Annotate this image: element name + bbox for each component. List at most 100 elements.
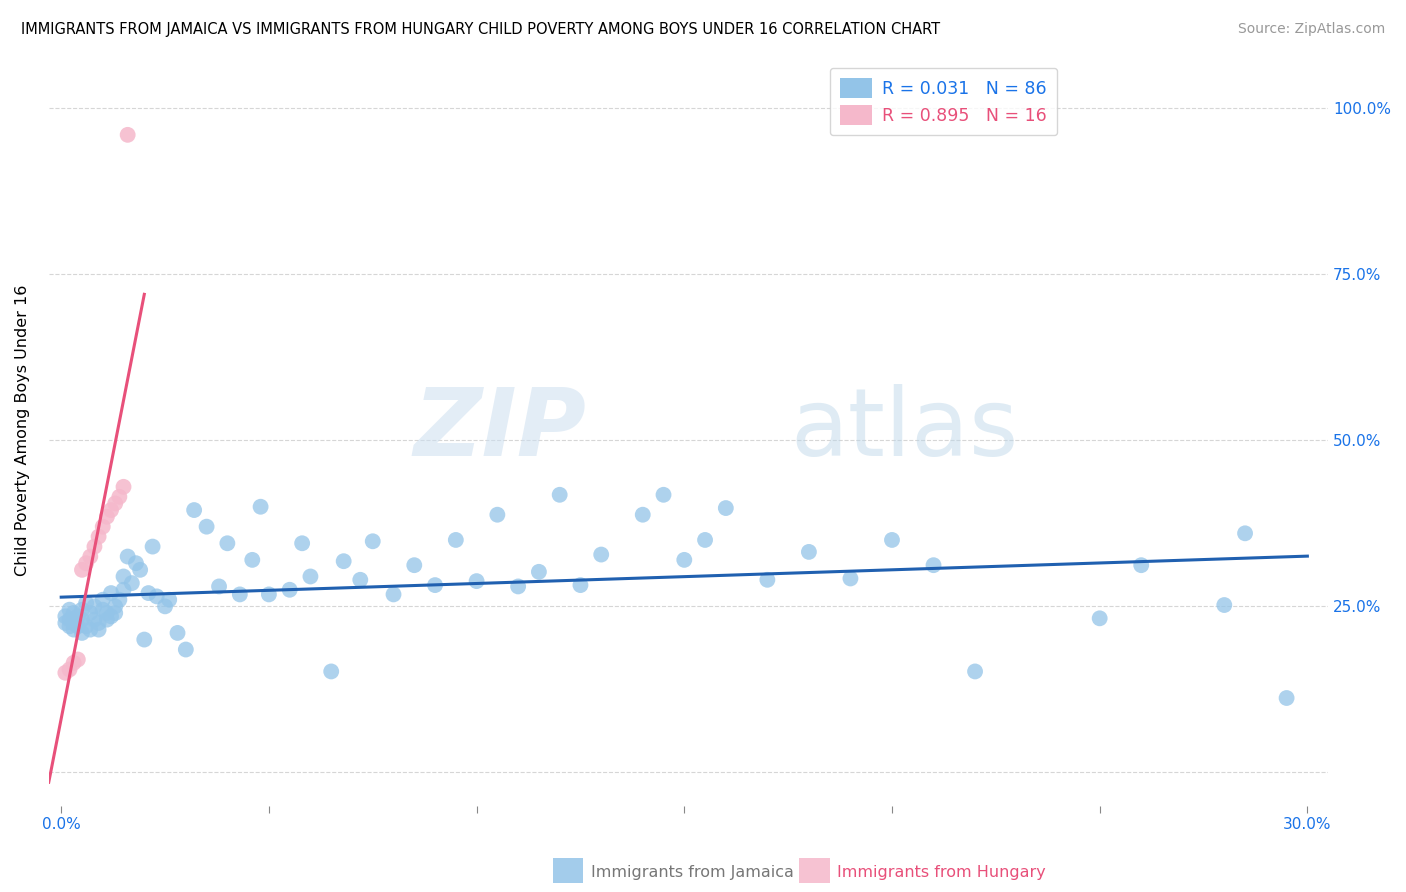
Point <box>183 503 205 517</box>
Text: Immigrants from Hungary: Immigrants from Hungary <box>837 865 1045 880</box>
Legend: R = 0.031   N = 86, R = 0.895   N = 16: R = 0.031 N = 86, R = 0.895 N = 16 <box>830 68 1057 136</box>
Point <box>963 665 986 679</box>
Point <box>229 587 252 601</box>
Point <box>58 602 80 616</box>
Point <box>83 540 105 554</box>
Point <box>91 602 114 616</box>
Point <box>112 582 135 597</box>
Point <box>129 563 152 577</box>
Point <box>75 596 97 610</box>
Point <box>508 579 530 593</box>
Y-axis label: Child Poverty Among Boys Under 16: Child Poverty Among Boys Under 16 <box>15 285 30 576</box>
Point <box>756 573 779 587</box>
Point <box>91 519 114 533</box>
Point <box>349 573 371 587</box>
Point <box>53 609 76 624</box>
Point <box>79 623 101 637</box>
Point <box>257 587 280 601</box>
Point <box>91 592 114 607</box>
Point <box>1213 598 1236 612</box>
Point <box>361 534 384 549</box>
Point <box>652 488 675 502</box>
Text: atlas: atlas <box>790 384 1019 476</box>
Point <box>125 556 148 570</box>
Point <box>66 609 89 624</box>
Point <box>58 663 80 677</box>
Point <box>1234 526 1257 541</box>
Point <box>591 548 613 562</box>
Point <box>166 626 188 640</box>
Point <box>87 530 110 544</box>
Point <box>104 599 127 614</box>
Point <box>70 602 93 616</box>
Text: Source: ZipAtlas.com: Source: ZipAtlas.com <box>1237 22 1385 37</box>
Point <box>66 619 89 633</box>
Point <box>142 540 165 554</box>
Point <box>112 480 135 494</box>
Point <box>569 578 592 592</box>
Point <box>53 665 76 680</box>
Point <box>527 565 550 579</box>
Point <box>922 558 945 573</box>
Point <box>880 533 903 547</box>
Point <box>217 536 239 550</box>
Point <box>79 606 101 620</box>
Point <box>321 665 343 679</box>
Point <box>797 545 820 559</box>
Point <box>548 488 571 502</box>
Point <box>138 586 160 600</box>
Point <box>87 623 110 637</box>
Point <box>96 613 118 627</box>
Point <box>278 582 301 597</box>
Point <box>66 652 89 666</box>
Point <box>444 533 467 547</box>
Point <box>108 592 131 607</box>
Point <box>62 615 84 630</box>
Point <box>53 615 76 630</box>
Point <box>117 549 139 564</box>
Point <box>75 556 97 570</box>
Point <box>96 509 118 524</box>
Point <box>631 508 654 522</box>
Point <box>153 599 176 614</box>
Point <box>87 615 110 630</box>
Point <box>83 599 105 614</box>
Point <box>70 626 93 640</box>
Text: ZIP: ZIP <box>413 384 586 476</box>
Point <box>112 569 135 583</box>
Point <box>75 619 97 633</box>
Point <box>58 613 80 627</box>
Point <box>1130 558 1153 573</box>
Point <box>58 619 80 633</box>
Text: Immigrants from Jamaica: Immigrants from Jamaica <box>591 865 793 880</box>
Point <box>157 592 180 607</box>
Point <box>208 579 231 593</box>
Point <box>104 606 127 620</box>
Point <box>291 536 314 550</box>
Point <box>100 503 122 517</box>
Point <box>100 586 122 600</box>
Point <box>79 549 101 564</box>
Point <box>83 613 105 627</box>
Point <box>70 613 93 627</box>
Point <box>195 519 218 533</box>
Point <box>404 558 426 573</box>
Point <box>108 490 131 504</box>
Point <box>62 656 84 670</box>
Point <box>240 553 263 567</box>
Point <box>134 632 156 647</box>
Point <box>423 578 446 592</box>
Point <box>382 587 405 601</box>
Point <box>673 553 696 567</box>
Point <box>693 533 716 547</box>
Point <box>174 642 197 657</box>
Point <box>299 569 322 583</box>
Point <box>96 606 118 620</box>
Point <box>70 563 93 577</box>
Point <box>104 496 127 510</box>
Point <box>465 574 488 588</box>
Point <box>714 501 737 516</box>
Point <box>145 590 167 604</box>
Point <box>100 609 122 624</box>
Point <box>249 500 271 514</box>
